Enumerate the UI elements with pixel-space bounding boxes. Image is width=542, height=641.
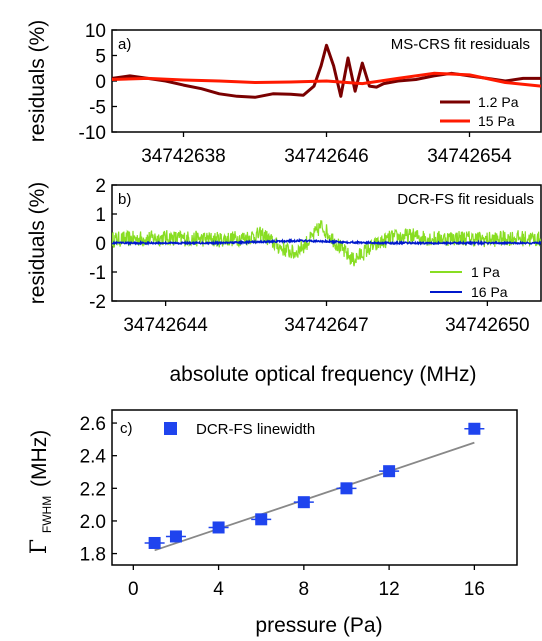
x-tick-label: 34742654 <box>427 146 512 167</box>
panel-b-legend: 1 Pa 16 Pa <box>430 264 508 300</box>
panel-a-label: a) <box>118 36 131 53</box>
data-point <box>297 496 310 509</box>
panel-a-series <box>112 43 541 99</box>
legend-label-15pa: 15 Pa <box>478 113 515 129</box>
panel-a-y-axis: -10 -5 0 5 10 <box>79 21 117 144</box>
panel-c: 1.8 2.0 2.2 2.4 2.6 0 4 8 12 16 c) DCR-FS linewi… <box>27 409 518 637</box>
y-tick-label: 0 <box>95 234 106 255</box>
y-tick-label: 1 <box>95 205 106 226</box>
panel-c-label: c) <box>120 420 133 437</box>
panel-b-label: b) <box>118 191 131 208</box>
data-point <box>468 422 481 435</box>
y-tick-label: 5 <box>95 47 106 68</box>
data-point <box>255 513 268 526</box>
series-line-16pa <box>112 237 541 247</box>
x-tick-label: 0 <box>128 579 139 600</box>
panel-c-x-label: pressure (Pa) <box>255 614 382 637</box>
legend-label-16pa: 16 Pa <box>471 284 508 300</box>
x-tick-label: 12 <box>379 579 400 600</box>
y-tick-label: 2.6 <box>80 414 106 435</box>
y-tick-label: -1 <box>89 263 106 284</box>
svg-text:Γ FWHM (MHz): Γ FWHM (MHz) <box>27 430 56 554</box>
x-tick-label: 34742644 <box>123 315 208 336</box>
data-point <box>148 536 161 549</box>
data-point <box>212 521 225 534</box>
y-tick-label: 2.0 <box>80 512 106 533</box>
legend-label-1pa: 1 Pa <box>471 264 500 280</box>
x-tick-label: 34742650 <box>445 315 530 336</box>
panel-c-x-axis: 0 4 8 12 16 <box>128 565 485 600</box>
legend-label-linewidth: DCR-FS linewidth <box>196 421 315 438</box>
data-point <box>383 465 396 478</box>
panel-c-series <box>144 422 485 552</box>
y-tick-label: 1.8 <box>80 545 106 566</box>
panel-a-legend: 1.2 Pa 15 Pa <box>440 94 519 129</box>
panel-b-y-label: residuals (%) <box>26 182 49 305</box>
y-label-subscript: FWHM <box>40 496 54 533</box>
panel-a-y-label: residuals (%) <box>26 20 49 143</box>
y-tick-label: 2.2 <box>80 479 106 500</box>
panel-b-x-axis: 34742644 34742647 34742650 <box>123 301 530 336</box>
x-tick-label: 34742647 <box>284 315 369 336</box>
panel-b-series <box>112 220 541 267</box>
y-tick-label: -5 <box>89 98 106 119</box>
series-line-12pa <box>112 43 541 99</box>
y-tick-label: 10 <box>85 21 106 42</box>
y-label-unit: (MHz) <box>28 430 51 487</box>
y-tick-label: 0 <box>95 72 106 93</box>
y-tick-label: 2 <box>95 176 106 197</box>
data-point <box>169 530 182 543</box>
y-tick-label: 2.4 <box>80 447 107 468</box>
y-tick-label: -2 <box>89 292 106 313</box>
y-tick-label: -10 <box>79 123 106 144</box>
panel-c-y-label: Γ FWHM (MHz) <box>27 430 56 554</box>
panel-c-frame <box>111 409 518 566</box>
y-label-gamma: Γ <box>27 539 52 554</box>
x-tick-label: 34742638 <box>141 146 226 167</box>
series-line-15pa <box>112 71 541 88</box>
panel-c-y-axis: 1.8 2.0 2.2 2.4 2.6 <box>80 414 117 566</box>
fit-line <box>154 441 475 552</box>
x-tick-label: 4 <box>213 579 224 600</box>
x-tick-label: 16 <box>464 579 485 600</box>
panel-b: -2 -1 0 1 2 34742644 34742647 34742650 b) DCR-… <box>26 176 542 386</box>
panel-c-legend: DCR-FS linewidth <box>164 421 315 438</box>
panel-b-annotation: DCR-FS fit residuals <box>397 191 534 208</box>
x-tick-label: 8 <box>299 579 310 600</box>
series-line-1pa <box>112 220 541 267</box>
panel-a-annotation: MS-CRS fit residuals <box>391 36 530 53</box>
data-point <box>340 482 353 495</box>
legend-marker-linewidth <box>164 422 177 435</box>
panel-a: -10 -5 0 5 10 34742638 34742646 34742654 a) MS… <box>26 20 542 167</box>
panel-a-x-axis: 34742638 34742646 34742654 <box>141 132 512 167</box>
panel-b-y-axis: -2 -1 0 1 2 <box>89 176 117 313</box>
x-tick-label: 34742646 <box>284 146 369 167</box>
legend-label-1.2pa: 1.2 Pa <box>478 94 519 110</box>
panel-b-x-label: absolute optical frequency (MHz) <box>170 363 477 386</box>
